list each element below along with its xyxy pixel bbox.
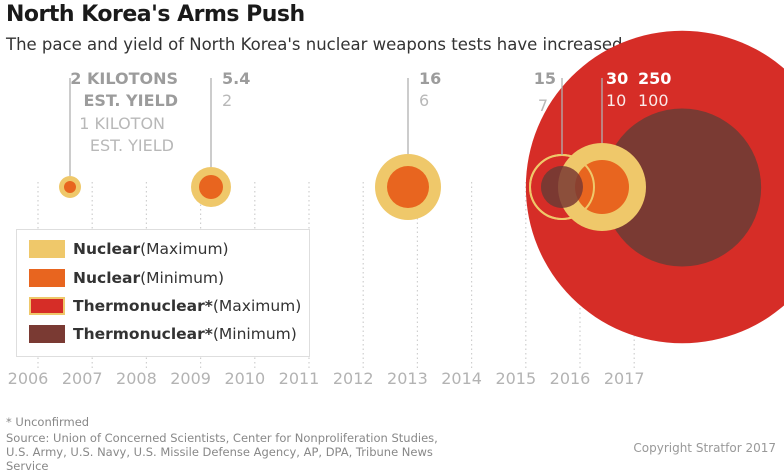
copyright: Copyright Stratfor 2017 <box>633 441 776 455</box>
bubble-nuclear-min <box>387 166 429 208</box>
legend-label-main: Thermonuclear* <box>73 325 213 343</box>
legend-label-suffix: (Minimum) <box>212 325 297 343</box>
x-tick-label: 2015 <box>495 369 536 388</box>
legend-label-suffix: (Maximum) <box>140 240 229 258</box>
chart-subtitle: The pace and yield of North Korea's nucl… <box>6 35 628 54</box>
footnote: * Unconfirmed <box>6 415 90 429</box>
legend-label-suffix: (Minimum) <box>140 269 225 287</box>
label-max: 2 KILOTONS <box>70 69 178 88</box>
legend-item-thermo-min: Thermonuclear* (Minimum) <box>29 323 297 345</box>
bubble-nuclear-min <box>575 160 629 214</box>
legend-swatch-nuclear-min <box>29 269 65 287</box>
x-tick-label: 2012 <box>333 369 374 388</box>
x-tick-label: 2011 <box>279 369 320 388</box>
bubble-nuclear-min <box>64 181 76 193</box>
label-min: 10 <box>606 91 626 110</box>
label-max-suffix: EST. YIELD <box>83 91 178 110</box>
bubble-chart: 2006 2007 2008 2009 2010 2011 2012 2013 2014 2015… <box>8 30 784 388</box>
x-tick-label: 2010 <box>224 369 265 388</box>
x-tick-label: 2006 <box>8 369 49 388</box>
legend-item-thermo-max: Thermonuclear* (Maximum) <box>29 295 301 317</box>
source-note: Source: Union of Concerned Scientists, C… <box>6 431 438 473</box>
legend-label-main: Nuclear <box>73 269 141 287</box>
x-tick-label: 2017 <box>604 369 645 388</box>
label-min: 1 KILOTON <box>79 114 165 133</box>
legend-swatch-thermo-min <box>29 325 65 343</box>
legend-label-main: Thermonuclear* <box>73 297 213 315</box>
label-max: 15 <box>534 69 556 88</box>
legend-item-nuclear-min: Nuclear (Minimum) <box>29 267 224 289</box>
label-min: 7 <box>538 96 548 115</box>
bubble-overlay-min <box>541 166 583 208</box>
legend-label-main: Nuclear <box>73 240 141 258</box>
x-tick-label: 2016 <box>550 369 591 388</box>
label-min: 6 <box>419 91 429 110</box>
legend-label-suffix: (Maximum) <box>212 297 302 315</box>
legend-swatch-thermo-max <box>29 297 65 315</box>
x-tick-label: 2009 <box>170 369 211 388</box>
label-max: 16 <box>419 69 441 88</box>
x-tick-label: 2013 <box>387 369 428 388</box>
x-tick-label: 2008 <box>116 369 157 388</box>
legend-swatch-nuclear-max <box>29 240 65 258</box>
legend-item-nuclear-max: Nuclear (Maximum) <box>29 238 229 260</box>
legend: Nuclear (Maximum) Nuclear (Minimum) Ther… <box>16 229 310 357</box>
x-tick-label: 2014 <box>441 369 482 388</box>
label-max: 30 <box>606 69 628 88</box>
label-min: 100 <box>638 91 669 110</box>
label-max: 5.4 <box>222 69 250 88</box>
label-min: 2 <box>222 91 232 110</box>
x-tick-label: 2007 <box>62 369 103 388</box>
bubble-nuclear-min <box>199 175 223 199</box>
chart-title: North Korea's Arms Push <box>6 2 305 27</box>
label-max: 250 <box>638 69 671 88</box>
label-min-suffix: EST. YIELD <box>90 136 174 155</box>
bubble-thermo-min <box>603 108 762 267</box>
